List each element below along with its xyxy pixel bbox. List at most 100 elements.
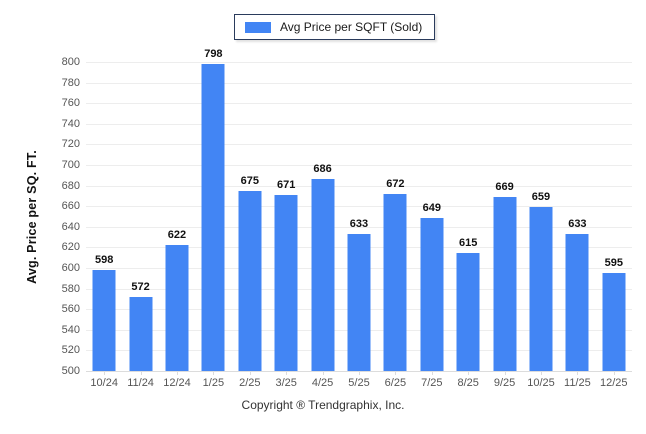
x-axis-tick-label: 6/25 (384, 377, 407, 389)
bar-slot: 633 11/25 (559, 62, 595, 389)
gridline (86, 206, 632, 208)
x-axis-tick-label: 12/25 (600, 377, 628, 389)
bar-slot: 672 6/25 (377, 62, 413, 389)
bar[interactable] (529, 207, 553, 371)
bar-value-label: 615 (459, 236, 478, 249)
y-axis-tick-label: 720 (61, 138, 80, 151)
bar-value-label: 622 (167, 229, 187, 242)
x-axis-tick-label: 8/25 (457, 377, 479, 389)
bar-value-label: 649 (422, 201, 441, 214)
x-axis-tick (468, 371, 470, 375)
bar-slot: 649 7/25 (414, 62, 450, 389)
x-axis-tick (249, 371, 251, 375)
bar-value-label: 675 (240, 174, 259, 187)
gridline (86, 185, 632, 187)
y-axis-tick-label: 560 (61, 303, 80, 316)
x-axis-tick (431, 371, 433, 375)
bar-slot: 622 12/24 (159, 62, 195, 389)
bar-value-label: 669 (495, 180, 514, 193)
y-axis-tick-label: 680 (61, 179, 80, 192)
x-axis-tick-label: 3/25 (275, 377, 297, 389)
gridline (86, 123, 632, 125)
x-axis-tick (322, 371, 324, 375)
bar-slot: 686 4/25 (304, 62, 340, 389)
y-axis-tick-label: 600 (61, 262, 80, 274)
y-axis-tick-label: 800 (61, 56, 80, 68)
legend-label: Avg Price per SQFT (Sold) (280, 20, 423, 34)
bar[interactable] (311, 179, 335, 371)
x-axis-tick (540, 371, 542, 375)
bar-slot: 659 10/25 (523, 62, 559, 389)
x-axis-tick-label: 4/25 (311, 377, 334, 389)
chart-legend[interactable]: Avg Price per SQFT (Sold) (234, 14, 436, 40)
x-axis-tick-label: 10/24 (90, 377, 118, 389)
bar-slot: 633 5/25 (341, 62, 377, 389)
bar-value-label: 595 (604, 257, 623, 270)
bar[interactable] (565, 234, 589, 371)
y-axis-tick-label: 740 (61, 117, 80, 130)
bar-value-label: 672 (386, 177, 405, 190)
bar-slot: 598 10/24 (86, 62, 122, 389)
bar[interactable] (165, 245, 189, 371)
y-axis-tick-label: 540 (61, 323, 80, 336)
bar[interactable] (129, 296, 153, 371)
bar-slot: 615 8/25 (450, 62, 486, 389)
y-axis-tick-label: 580 (61, 282, 80, 295)
gridline (86, 144, 632, 146)
gridline (86, 226, 632, 228)
x-axis-tick (613, 371, 615, 375)
x-axis-tick (176, 371, 178, 375)
bar[interactable] (92, 270, 116, 371)
gridline (86, 103, 632, 105)
x-axis-tick (395, 371, 397, 375)
y-axis-tick-label: 700 (61, 159, 80, 171)
x-axis-tick (358, 371, 360, 375)
bar-value-label: 671 (277, 178, 296, 191)
y-axis-tick-label: 660 (61, 200, 80, 213)
bar-value-label: 633 (568, 218, 587, 230)
y-axis-tick-label: 640 (61, 220, 80, 233)
bar-slot: 798 1/25 (195, 49, 231, 389)
bar-value-label: 798 (204, 48, 223, 61)
x-axis-tick-label: 1/25 (202, 377, 225, 389)
x-axis-tick-label: 2/25 (239, 377, 261, 389)
x-axis-tick-label: 7/25 (421, 377, 443, 389)
bar[interactable] (420, 217, 444, 371)
y-axis-tick-label: 780 (61, 76, 80, 89)
bar[interactable] (201, 64, 225, 371)
x-axis-tick (140, 371, 142, 375)
bar-slot: 595 12/25 (596, 62, 632, 389)
bar-value-label: 572 (131, 280, 150, 293)
bar[interactable] (456, 252, 480, 371)
gridline (86, 82, 632, 84)
bar-value-label: 598 (95, 254, 114, 267)
bar-value-label: 633 (349, 218, 369, 230)
bar[interactable] (383, 193, 407, 371)
bar[interactable] (347, 234, 371, 371)
plot-area: 598 10/24 572 11/24 622 12/24 798 1/25 675 2/25 67… (86, 49, 632, 389)
y-axis-tick-label: 760 (61, 97, 80, 110)
x-axis-tick (104, 371, 106, 375)
gridline (86, 165, 632, 166)
y-axis-tick-label: 620 (61, 241, 80, 254)
x-axis-tick-label: 5/25 (348, 377, 370, 389)
legend-color-swatch-icon (245, 21, 271, 33)
x-axis-tick (213, 371, 215, 375)
x-axis-tick-label: 10/25 (527, 377, 555, 389)
x-axis-tick-label: 9/25 (493, 377, 516, 389)
bar[interactable] (493, 196, 517, 371)
bar[interactable] (238, 190, 262, 371)
y-axis-title: Avg. Price per SQ. FT. (25, 150, 39, 284)
bar-value-label: 659 (531, 191, 551, 204)
bar[interactable] (274, 194, 298, 371)
bar-slot: 572 11/24 (122, 62, 158, 388)
x-axis-tick (577, 371, 579, 375)
x-axis-tick (504, 371, 506, 375)
bar[interactable] (602, 273, 626, 371)
x-axis-tick-label: 11/25 (564, 377, 591, 389)
y-axis-tick-label: 500 (61, 365, 80, 377)
x-axis-tick-label: 12/24 (163, 377, 191, 389)
bar-value-label: 686 (313, 163, 332, 176)
bar-slot: 669 9/25 (486, 62, 522, 389)
